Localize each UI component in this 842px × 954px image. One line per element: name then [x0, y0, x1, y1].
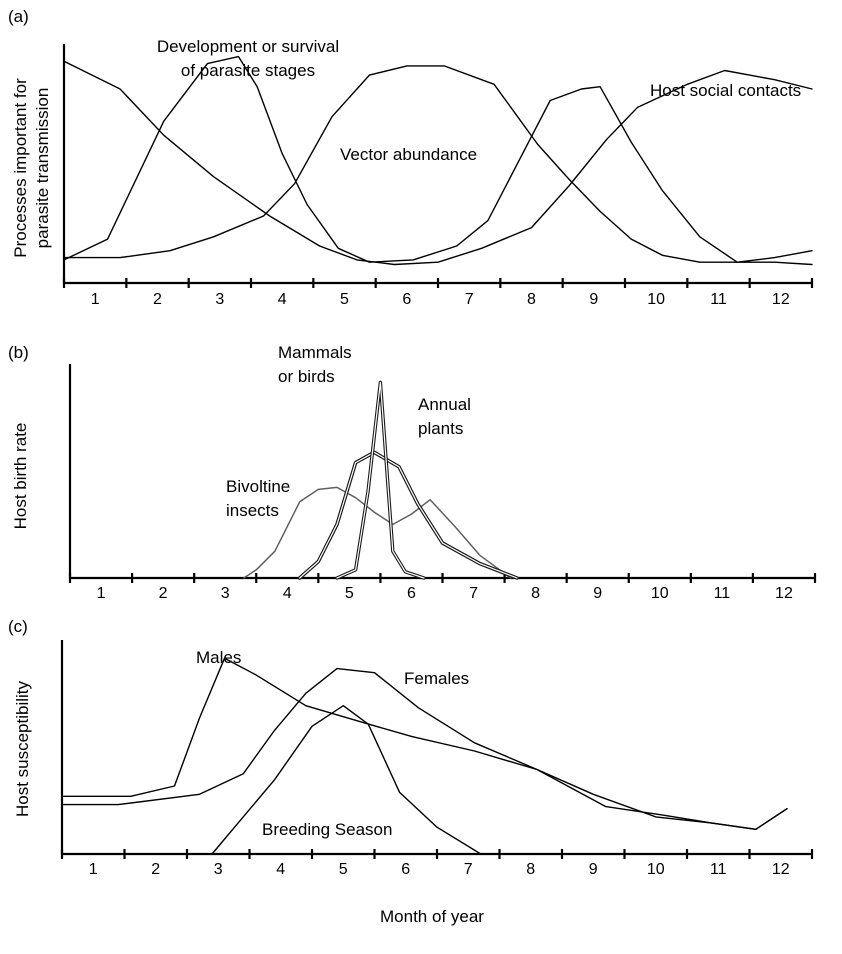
- x-tick-label: 12: [775, 585, 793, 602]
- series-label: Males: [196, 648, 241, 667]
- x-tick-label: 7: [469, 585, 478, 602]
- x-tick-label: 11: [714, 585, 731, 602]
- x-tick-label: 2: [153, 291, 162, 308]
- x-tick-label: 5: [339, 861, 348, 878]
- x-tick-label: 4: [283, 585, 292, 602]
- series-label-line: or birds: [278, 367, 335, 386]
- series-label-line: of parasite stages: [181, 61, 315, 80]
- series-line-inner-3: [336, 381, 425, 579]
- series-label-line: insects: [226, 501, 279, 520]
- x-tick-label: 9: [589, 861, 598, 878]
- y-axis-label: Host birth rate: [11, 423, 30, 530]
- x-tick-label: 3: [221, 585, 230, 602]
- series-line-2: [63, 60, 813, 266]
- series-line-1: [61, 657, 788, 830]
- series-line-3: [211, 705, 482, 855]
- x-tick-label: 1: [91, 291, 100, 308]
- x-tick-label: 10: [647, 291, 665, 308]
- series-label-line: Mammals: [278, 343, 352, 362]
- x-tick-label: 1: [97, 585, 106, 602]
- x-tick-label: 6: [407, 585, 416, 602]
- series-label: Mammals or birds: [278, 343, 352, 386]
- x-tick-label: 12: [772, 291, 790, 308]
- x-tick-label: 7: [464, 861, 473, 878]
- x-tick-label: 3: [214, 861, 223, 878]
- y-axis-label-line: Processes important for: [11, 78, 30, 258]
- y-axis-label: Host susceptibility: [13, 680, 32, 817]
- x-axis-label: Month of year: [380, 907, 484, 926]
- series-label: Development or survival of parasite stage…: [157, 37, 339, 80]
- x-tick-label: 1: [89, 861, 98, 878]
- x-tick-label: 6: [401, 861, 410, 878]
- x-tick-label: 5: [340, 291, 349, 308]
- x-tick-label: 10: [647, 861, 665, 878]
- series-label-line: Development or survival: [157, 37, 339, 56]
- series-label: Annual plants: [418, 395, 471, 438]
- series-line-2: [61, 667, 788, 830]
- series-label-line: Males: [196, 648, 241, 667]
- series-label-line: Annual: [418, 395, 471, 414]
- x-tick-label: 8: [531, 585, 540, 602]
- x-tick-label: 7: [465, 291, 474, 308]
- x-tick-label: 10: [651, 585, 669, 602]
- x-tick-label: 5: [345, 585, 354, 602]
- series-label-line: Females: [404, 669, 469, 688]
- x-tick-label: 2: [151, 861, 160, 878]
- series-label: Host social contacts: [650, 81, 801, 100]
- panel-label: (c): [8, 617, 28, 636]
- x-tick-label: 2: [159, 585, 168, 602]
- series-label-line: Breeding Season: [262, 820, 392, 839]
- panel-label: (b): [8, 343, 29, 362]
- series-label: Vector abundance: [340, 145, 477, 164]
- series-line-3: [63, 65, 813, 266]
- series-label-line: Host social contacts: [650, 81, 801, 100]
- x-tick-label: 9: [589, 291, 598, 308]
- x-tick-label: 11: [710, 291, 727, 308]
- x-tick-label: 6: [402, 291, 411, 308]
- series-label-line: Vector abundance: [340, 145, 477, 164]
- series-label: Females: [404, 669, 469, 688]
- series-label: Breeding Season: [262, 820, 392, 839]
- y-axis-label: Processes important for parasite transmis…: [11, 78, 52, 258]
- series-label-line: Bivoltine: [226, 477, 290, 496]
- x-tick-label: 8: [526, 861, 535, 878]
- series-line-1: [63, 55, 813, 263]
- x-tick-label: 4: [278, 291, 287, 308]
- x-tick-label: 9: [593, 585, 602, 602]
- y-axis-label-line: parasite transmission: [33, 88, 52, 249]
- series-label-line: plants: [418, 419, 463, 438]
- panel-label: (a): [8, 7, 29, 26]
- series-label: Bivoltine insects: [226, 477, 290, 520]
- x-tick-label: 4: [276, 861, 285, 878]
- x-tick-label: 11: [710, 861, 727, 878]
- x-tick-label: 8: [527, 291, 536, 308]
- series-line-1: [243, 486, 512, 579]
- x-tick-label: 3: [215, 291, 224, 308]
- chart-panel-1: (a) Processes important for parasite trans…: [8, 7, 814, 308]
- x-tick-label: 12: [772, 861, 790, 878]
